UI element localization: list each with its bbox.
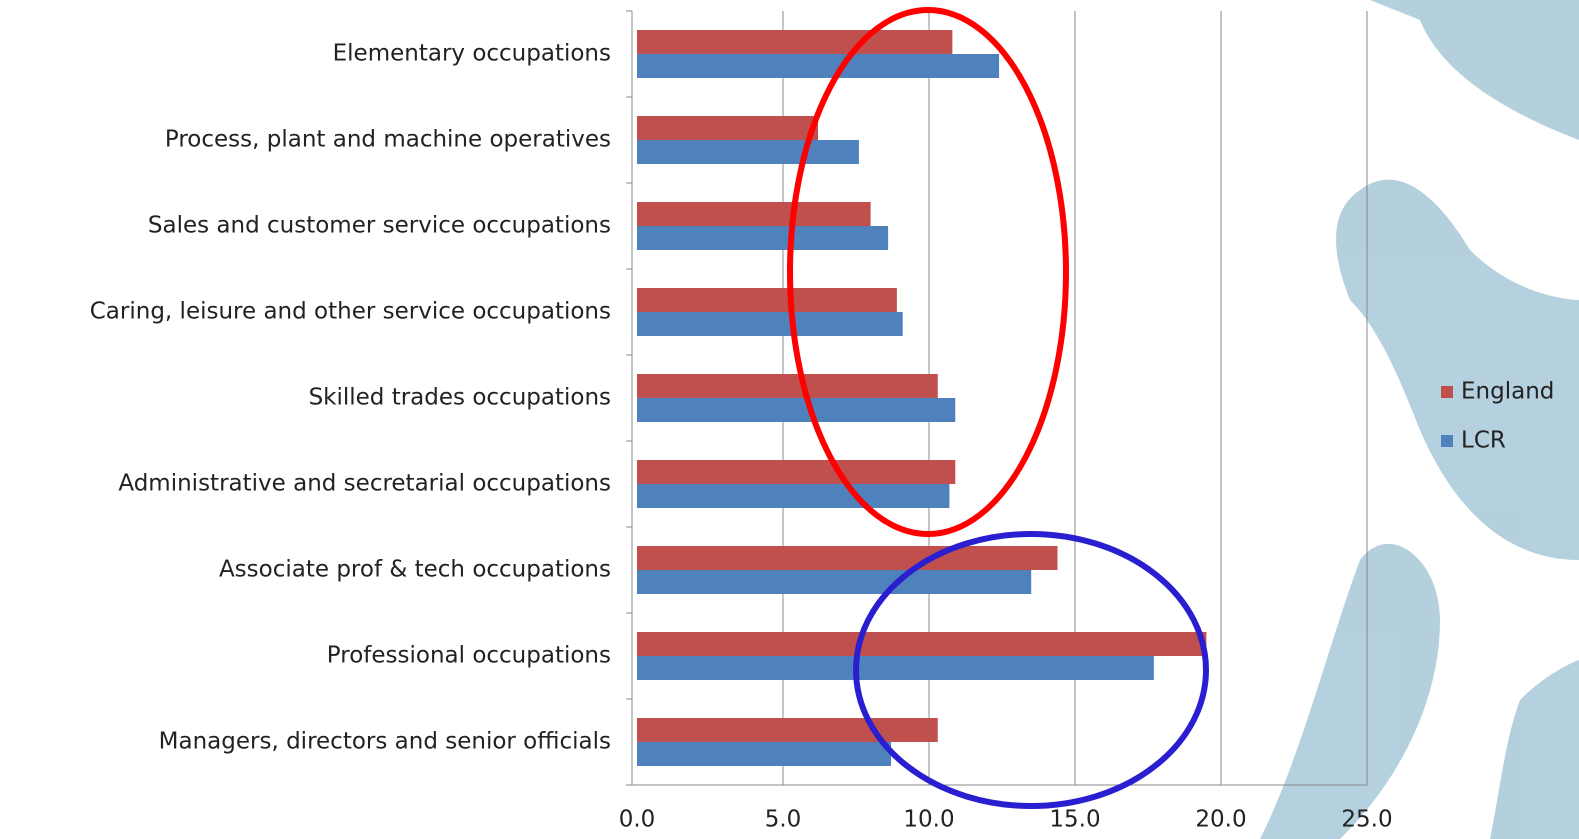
bar bbox=[637, 484, 949, 508]
x-tick-label: 0.0 bbox=[619, 807, 656, 833]
page: {"chart_data": {"type": "bar", "orientat… bbox=[0, 0, 1579, 839]
bar bbox=[637, 226, 888, 250]
bar bbox=[637, 140, 859, 164]
y-tick-label: Associate prof & tech occupations bbox=[219, 557, 611, 583]
bar bbox=[637, 312, 903, 336]
x-tick-label: 20.0 bbox=[1195, 807, 1246, 833]
y-tick-label: Managers, directors and senior officials bbox=[159, 729, 611, 755]
bar bbox=[637, 742, 891, 766]
y-tick-label: Caring, leisure and other service occupa… bbox=[90, 299, 611, 325]
x-tick-label: 25.0 bbox=[1341, 807, 1392, 833]
bar bbox=[637, 288, 897, 312]
bar bbox=[637, 656, 1154, 680]
y-tick-label: Professional occupations bbox=[327, 643, 611, 669]
bar bbox=[637, 374, 938, 398]
bar bbox=[637, 398, 955, 422]
chart: 0.0 5.0 10.0 15.0 20.0 25.0 Elementary occupat… bbox=[0, 0, 1579, 839]
bar bbox=[637, 460, 955, 484]
bar bbox=[637, 632, 1206, 656]
bar bbox=[637, 30, 952, 54]
bar bbox=[637, 718, 938, 742]
legend-swatch bbox=[1441, 435, 1453, 447]
y-tick-label: Process, plant and machine operatives bbox=[165, 127, 611, 153]
y-tick-label: Skilled trades occupations bbox=[309, 385, 611, 411]
x-tick-label: 10.0 bbox=[903, 807, 954, 833]
y-tick-label: Administrative and secretarial occupatio… bbox=[118, 471, 611, 497]
y-tick-label: Elementary occupations bbox=[333, 41, 611, 67]
x-tick-label: 15.0 bbox=[1049, 807, 1100, 833]
x-tick-label: 5.0 bbox=[765, 807, 802, 833]
legend-swatch bbox=[1441, 386, 1453, 398]
legend-label: LCR bbox=[1461, 428, 1506, 454]
background-decoration bbox=[1260, 0, 1579, 839]
highlight-ellipse bbox=[790, 10, 1066, 534]
bar bbox=[637, 546, 1057, 570]
bar bbox=[637, 116, 818, 140]
y-tick-label: Sales and customer service occupations bbox=[148, 213, 611, 239]
bar bbox=[637, 54, 999, 78]
bar bbox=[637, 570, 1031, 594]
bar bbox=[637, 202, 871, 226]
legend-label: England bbox=[1461, 379, 1554, 405]
